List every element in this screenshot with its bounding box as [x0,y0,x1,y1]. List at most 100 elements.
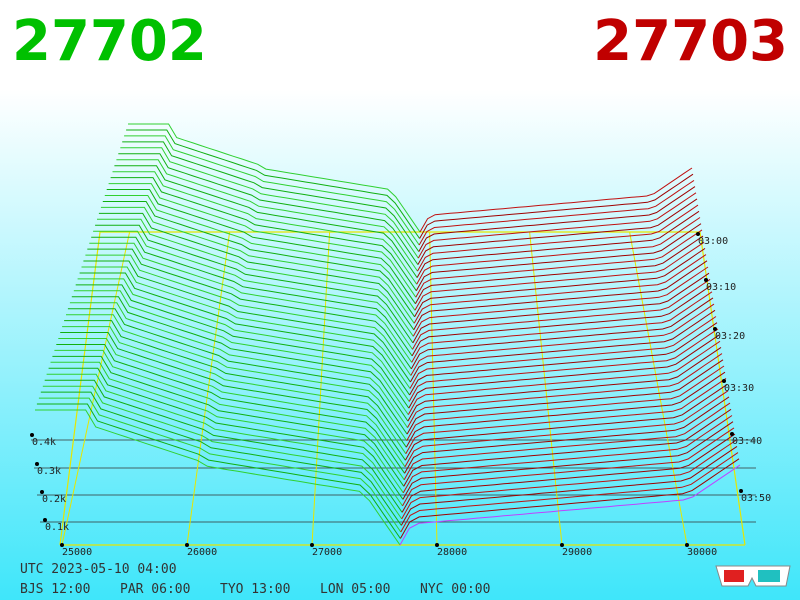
bid-curve [108,183,417,298]
ask-curve [416,210,700,278]
ask-curve [399,464,741,546]
bid-curve [54,349,405,481]
ask-curve [415,229,703,298]
bid-curve [114,165,418,278]
bid-curve [97,218,414,337]
ask-curve [399,458,740,539]
ask-curve [416,217,701,285]
price-label: 25000 [62,547,92,558]
time-dot [704,278,708,282]
depth-dot [40,490,44,494]
ask-curve [418,186,696,252]
bid-curve [81,266,411,389]
bid-curve [40,391,402,526]
ask-curve [414,247,706,318]
bid-curve [100,206,415,324]
ask-curve [402,427,735,507]
bid-curve [42,385,403,520]
bid-curve [120,147,419,259]
ask-curve [411,291,713,363]
bid-curve [112,171,418,285]
bid-curve [93,230,413,350]
depth-label: 0.1k [45,522,69,533]
price-dot [560,543,564,547]
price-grid-line [529,231,563,546]
price-dot [685,543,689,547]
ask-curve [406,359,724,435]
depth-curves [35,123,741,546]
axis-labels: 0.4k 0.3k 0.2k 0.1k 25000 26000 27000 28000 2900… [20,232,771,597]
bid-curve [66,314,408,441]
ask-curve [406,365,725,441]
bid-curve [91,236,413,357]
bid-curve [64,320,407,448]
ask-curve [414,241,705,311]
bid-curve [73,290,409,415]
ask-curve [412,272,710,344]
depth-dot [43,518,47,522]
zone-time: TYO 13:00 [220,582,290,597]
bid-curve [48,367,404,500]
depth-label: 0.4k [32,437,56,448]
ask-curve [402,415,733,494]
price-label: 26000 [187,547,217,558]
time-label: 03:50 [741,493,771,504]
ask-curve [400,452,739,533]
ask-curve [409,322,718,396]
bid-curve [50,361,404,494]
bid-curve [118,153,419,265]
time-dot [730,432,734,436]
price-label: 30000 [687,547,717,558]
price-dot [185,543,189,547]
ask-curve [413,260,708,331]
ask-curve [412,266,709,337]
bid-curve [128,123,421,233]
ask-curve [410,303,715,376]
bid-curve [56,344,406,474]
ask-curve [403,402,731,481]
ask-curve [400,445,738,526]
bid-curve [67,308,408,435]
bid-curve [126,129,421,239]
ask-curve [412,278,711,350]
time-dot [739,489,743,493]
bid-curve [83,260,411,383]
ask-curve [404,396,730,474]
ask-curve [411,285,712,357]
zone-time: PAR 06:00 [120,582,190,597]
ask-curve [410,297,714,370]
bid-curve [95,224,414,344]
depth-dot [35,462,39,466]
ask-curve [401,439,737,520]
bid-curve [122,141,420,252]
bid-curve [69,302,408,428]
ask-curve [403,408,732,487]
time-dot [713,327,717,331]
bid-curve [52,355,405,487]
ask-curve [407,353,723,428]
bid-price: 27702 [12,9,207,74]
ask-curve [409,309,716,383]
ask-curve [409,316,717,389]
ask-curve [418,179,695,246]
ask-curve [417,192,697,259]
zone-time: LON 05:00 [320,582,390,597]
ask-curve [419,173,694,239]
bid-curve [89,242,413,363]
price-grid-line [311,231,331,546]
bid-curve [104,195,416,311]
ask-curve [407,346,722,422]
ask-curve [405,377,727,454]
bid-curve [106,189,416,304]
time-label: 03:40 [732,436,762,447]
price-label: 28000 [437,547,467,558]
price-dot [435,543,439,547]
time-label: 03:10 [706,282,736,293]
bid-curve [60,332,406,461]
price-dot [60,543,64,547]
ask-curve [404,384,728,461]
bid-curve [38,397,402,533]
ask-curve [402,421,734,500]
